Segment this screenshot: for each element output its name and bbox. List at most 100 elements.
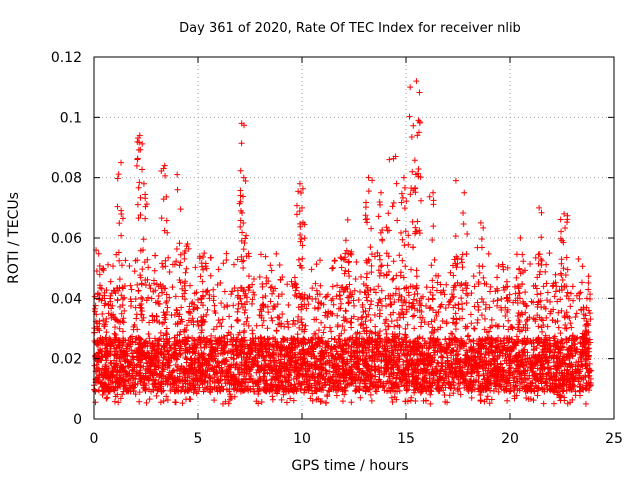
data-point: [484, 393, 491, 400]
data-point: [251, 340, 258, 347]
data-point: [371, 312, 378, 319]
data-point: [115, 342, 122, 349]
data-point: [225, 400, 232, 407]
data-point: [376, 367, 383, 374]
data-point: [579, 263, 586, 270]
data-point: [270, 288, 277, 295]
data-point: [127, 282, 134, 289]
data-point: [223, 250, 230, 257]
data-point: [144, 256, 151, 263]
data-point: [453, 320, 460, 327]
data-point: [311, 316, 318, 323]
data-point: [396, 323, 403, 330]
data-point: [215, 317, 222, 324]
data-point: [537, 268, 544, 275]
data-point: [567, 303, 574, 310]
data-point: [510, 379, 517, 386]
data-point: [166, 358, 173, 365]
data-point: [260, 301, 267, 308]
data-point: [198, 351, 205, 358]
data-point: [512, 383, 519, 390]
data-point: [278, 396, 285, 403]
data-point: [274, 314, 281, 321]
data-point: [377, 263, 384, 270]
data-point: [492, 288, 499, 295]
data-point: [350, 297, 357, 304]
data-point: [113, 337, 120, 344]
data-point: [328, 358, 335, 365]
data-point: [132, 295, 139, 302]
data-point: [149, 381, 156, 388]
data-point: [123, 387, 130, 394]
data-point: [164, 331, 171, 338]
data-point: [117, 395, 124, 402]
data-point: [377, 379, 384, 386]
data-point: [554, 298, 561, 305]
data-point: [139, 343, 146, 350]
data-point: [184, 322, 191, 329]
data-point: [274, 339, 281, 346]
data-point: [375, 376, 382, 383]
data-point: [450, 390, 457, 397]
data-point: [439, 318, 446, 325]
data-point: [494, 343, 501, 350]
data-point: [302, 367, 309, 374]
data-point: [468, 394, 475, 401]
data-point: [517, 371, 524, 378]
data-point: [540, 283, 547, 290]
data-point: [287, 395, 294, 402]
data-point: [299, 373, 306, 380]
data-point: [567, 381, 574, 388]
data-point: [560, 353, 567, 360]
data-point: [565, 370, 572, 377]
data-point: [334, 312, 341, 319]
data-point: [572, 348, 579, 355]
data-point: [386, 373, 393, 380]
data-point: [372, 323, 379, 330]
data-point: [230, 371, 237, 378]
data-point: [355, 297, 362, 304]
data-point: [356, 343, 363, 350]
data-point: [339, 323, 346, 330]
data-point: [141, 385, 148, 392]
data-point: [539, 343, 546, 350]
data-point: [432, 339, 439, 346]
data-point: [252, 335, 259, 342]
data-point: [196, 253, 203, 260]
data-point: [218, 300, 225, 307]
data-point: [284, 318, 291, 325]
data-point: [342, 316, 349, 323]
data-point: [195, 322, 202, 329]
data-point: [181, 255, 188, 262]
data-point: [578, 361, 585, 368]
data-point: [521, 370, 528, 377]
data-point: [352, 383, 359, 390]
data-point: [350, 347, 357, 354]
data-point: [466, 336, 473, 343]
data-point: [544, 289, 551, 296]
data-point: [241, 309, 248, 316]
data-point: [311, 305, 318, 312]
data-point: [249, 281, 256, 288]
data-point: [247, 386, 254, 393]
data-point: [218, 334, 225, 341]
data-point: [428, 356, 435, 363]
data-point: [128, 347, 135, 354]
data-point: [343, 367, 350, 374]
data-point: [483, 396, 490, 403]
data-point: [442, 398, 449, 405]
data-point: [364, 270, 371, 277]
data-point: [503, 294, 510, 301]
data-point: [313, 364, 320, 371]
data-point: [399, 377, 406, 384]
data-point: [367, 391, 374, 398]
data-point: [222, 398, 229, 405]
data-point: [522, 289, 529, 296]
data-point: [334, 351, 341, 358]
data-point: [315, 395, 322, 402]
data-point: [413, 285, 420, 292]
data-point: [187, 396, 194, 403]
data-point: [490, 366, 497, 373]
data-point: [449, 331, 456, 338]
data-point: [549, 317, 556, 324]
